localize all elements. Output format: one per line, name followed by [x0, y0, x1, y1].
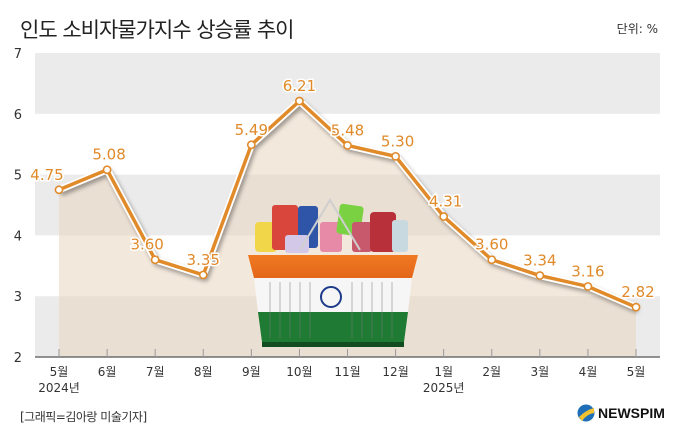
x-tick-label: 4월: [579, 365, 598, 379]
data-label: 5.49: [235, 121, 268, 139]
data-point: [295, 96, 304, 106]
data-label: 3.60: [130, 236, 163, 254]
x-tick-label: 1월: [434, 365, 453, 379]
y-tick-label: 6: [14, 108, 22, 123]
x-tick-label: 6월: [98, 365, 117, 379]
x-tick-label: 8월: [194, 365, 213, 379]
x-axis: 5월 6월 7월 8월 9월 10월 11월 12월 1월 2월 3월 4월 5월 2024년 2025년: [38, 349, 645, 395]
grid-band: [35, 53, 660, 114]
x-tick-label: 7월: [146, 365, 165, 379]
data-point: [535, 271, 545, 280]
x-tick-label: 11월: [334, 365, 360, 379]
data-label: 6.21: [283, 77, 316, 95]
data-label: 3.16: [571, 262, 604, 280]
data-point: [246, 140, 256, 150]
newspim-logo-text: NEWSPIM: [598, 405, 665, 421]
year-label: 2024년: [38, 381, 80, 395]
x-tick-label: 9월: [242, 365, 261, 379]
shopping-basket-illustration: [248, 198, 418, 347]
x-tick-label: 5월: [50, 365, 69, 379]
x-tick-label: 3월: [530, 365, 549, 379]
data-label: 5.30: [381, 132, 414, 150]
chart-title: 인도 소비자물가지수 상승률 추이: [20, 18, 295, 42]
data-label: 3.60: [475, 236, 508, 254]
y-tick-label: 7: [14, 47, 22, 62]
y-tick-label: 5: [14, 169, 22, 184]
data-point: [391, 151, 400, 161]
y-tick-label: 4: [14, 229, 22, 244]
data-points: [54, 96, 641, 312]
data-label: 4.75: [30, 166, 63, 184]
data-point: [631, 302, 641, 312]
y-tick-label: 2: [14, 351, 22, 366]
data-label: 5.48: [331, 121, 364, 139]
data-label: 3.35: [187, 251, 220, 269]
x-tick-label: 10월: [286, 365, 312, 379]
data-point: [583, 282, 593, 291]
data-label: 5.08: [92, 146, 125, 164]
y-tick-label: 3: [14, 290, 22, 305]
data-label: 4.31: [429, 193, 462, 211]
data-point: [102, 165, 112, 175]
x-tick-label: 5월: [627, 365, 646, 379]
year-label: 2025년: [423, 381, 465, 395]
data-point: [487, 255, 497, 265]
data-label: 3.34: [523, 252, 556, 270]
unit-label: 단위: %: [616, 22, 658, 36]
y-axis: 2 3 4 5 6 7: [14, 47, 22, 366]
data-point: [198, 270, 208, 280]
data-point: [150, 255, 160, 265]
data-labels: 4.75 5.08 3.60 3.35 5.49 6.21 5.48 5.30 4.31 3.60…: [29, 76, 656, 303]
data-point: [54, 185, 64, 195]
graphic-credit: [그래픽=김아랑 미술기자]: [20, 410, 147, 424]
data-point: [439, 212, 449, 221]
data-label: 2.82: [621, 283, 654, 301]
x-tick-label: 12월: [382, 365, 408, 379]
newspim-logo-icon: [577, 404, 595, 422]
x-tick-label: 2월: [482, 365, 501, 379]
data-point: [343, 141, 352, 150]
newspim-logo: NEWSPIM: [577, 404, 665, 422]
